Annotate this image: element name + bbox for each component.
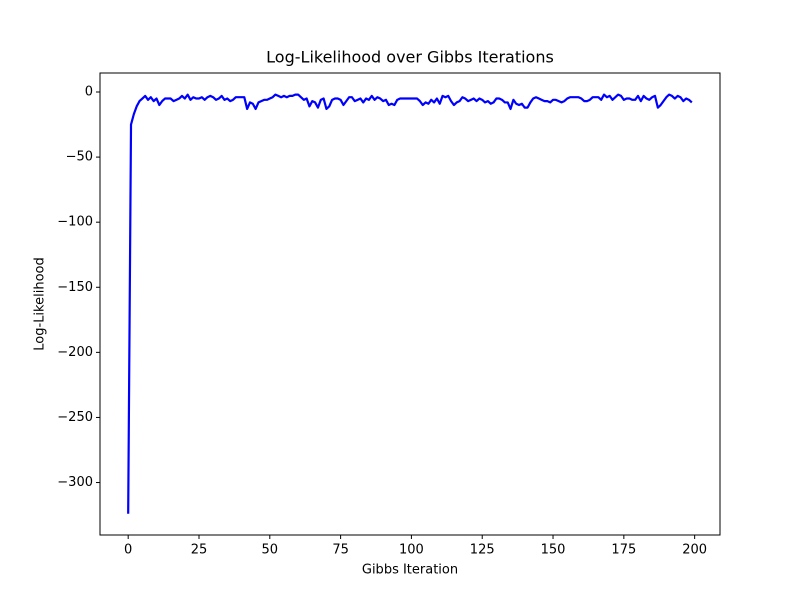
y-axis-label: Log-Likelihood — [33, 257, 48, 350]
x-tick-label: 0 — [124, 543, 132, 558]
x-tick-label: 25 — [191, 543, 208, 558]
y-tick-label: −300 — [57, 475, 93, 490]
data-line — [127, 93, 693, 514]
x-tick-label: 125 — [470, 543, 495, 558]
x-tick-label: 200 — [682, 543, 707, 558]
y-tick-label: 0 — [85, 85, 93, 100]
x-tick-label: 100 — [399, 543, 424, 558]
y-tick-label: −250 — [57, 410, 93, 425]
x-axis-label: Gibbs Iteration — [362, 563, 458, 578]
y-tick-label: −100 — [57, 215, 93, 230]
y-tick-label: −200 — [57, 345, 93, 360]
x-tick-label: 50 — [262, 543, 279, 558]
x-tick-label: 175 — [611, 543, 636, 558]
x-tick-label: 75 — [332, 543, 349, 558]
plot-frame — [99, 72, 721, 536]
y-tick-label: −50 — [66, 150, 93, 165]
x-tick-label: 150 — [541, 543, 566, 558]
y-tick-label: −150 — [57, 280, 93, 295]
chart-title: Log-Likelihood over Gibbs Iterations — [266, 48, 554, 67]
